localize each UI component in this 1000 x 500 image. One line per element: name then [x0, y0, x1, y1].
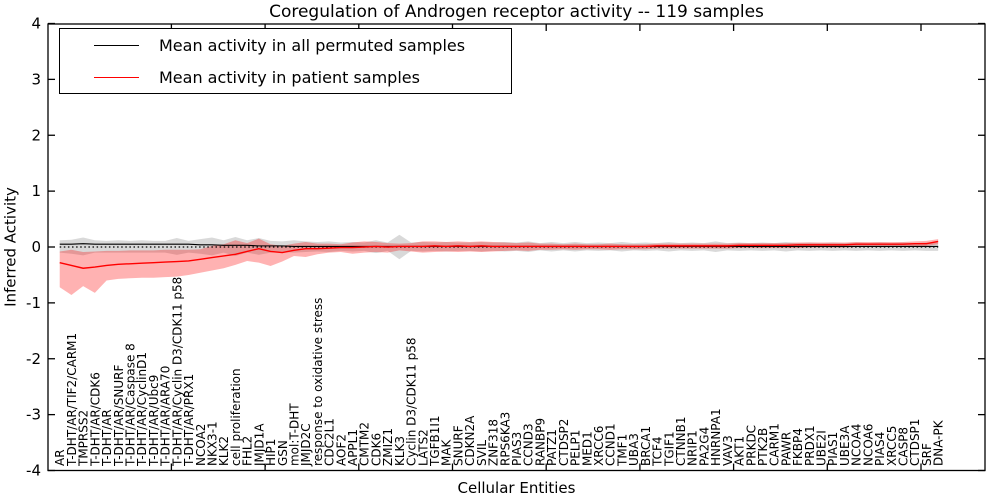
legend-label-permuted: Mean activity in all permuted samples	[159, 35, 466, 55]
x-tick-label: T-DHT/AR	[100, 409, 114, 467]
x-tick-label: PTK2B	[756, 428, 770, 466]
x-tick-label: RANBP9	[533, 418, 547, 466]
x-tick-label: JMJD2C	[299, 423, 313, 467]
y-tick-label: 3	[31, 70, 41, 88]
x-tick-label: CARM1	[768, 423, 782, 466]
x-tick-label: T-DHT/AR/TIF2/CARM1	[65, 333, 79, 467]
x-tick-label: KLK2	[217, 436, 231, 466]
x-tick-label: SVIL	[475, 440, 489, 466]
patient-mean-line	[59, 240, 939, 269]
x-tick-label: PATZ1	[545, 429, 559, 466]
x-tick-label: CCND1	[604, 423, 618, 466]
x-tick-label: AOF2	[334, 434, 348, 466]
x-tick-label: CDK6	[369, 433, 383, 466]
x-tick-label: PIAS4	[873, 432, 887, 466]
x-tick-label: APPL1	[346, 429, 360, 466]
x-tick-label: T-DHT/AR/Ubc9	[147, 375, 161, 467]
x-tick-label: NCOA4	[850, 424, 864, 466]
x-tick-label: NKX3-1	[205, 421, 219, 466]
x-tick-label: NRIP1	[686, 430, 700, 466]
y-tick-label: -1	[26, 294, 41, 312]
x-tick-label: CDC2L1	[323, 418, 337, 466]
x-tick-label: response to oxidative stress	[311, 298, 325, 466]
legend-entry-patient: Mean activity in patient samples	[60, 65, 511, 89]
x-tick-label: PA2G4	[697, 427, 711, 466]
x-tick-label: GSN	[276, 440, 290, 466]
x-tick-label: PRKDC	[744, 425, 758, 466]
x-tick-label: LATS2	[416, 429, 430, 466]
x-tick-label: CDKN2A	[463, 415, 477, 466]
x-tick-label: KLK3	[393, 436, 407, 466]
y-axis-label: Inferred Activity	[1, 187, 20, 307]
x-tick-label: PRDX1	[803, 425, 817, 466]
x-tick-label: T-DHT/AR/Cyclin D3/CDK11 p58	[170, 277, 184, 467]
x-tick-label: XRCC6	[592, 426, 606, 466]
x-tick-label: T-DHT/AR/ARA70	[159, 366, 173, 467]
x-tick-label: FKBP4	[791, 428, 805, 466]
y-tick-label: -4	[26, 462, 41, 480]
y-tick-label: 1	[31, 182, 41, 200]
x-tick-label: XRCC5	[885, 426, 899, 466]
x-tick-label: TGIF1	[662, 431, 676, 467]
x-tick-label: T-DHT/AR/Caspase 8	[123, 343, 137, 467]
x-tick-label: BRCA1	[639, 426, 653, 466]
x-tick-label: CMTM2	[358, 422, 372, 466]
x-tick-label: CCND3	[522, 423, 536, 466]
x-tick-label: PELP1	[569, 430, 583, 466]
x-tick-label: HIP1	[264, 439, 278, 466]
x-tick-label: TCF4	[651, 436, 665, 467]
x-tick-label: ZNF318	[487, 419, 501, 466]
patient-line-swatch	[94, 76, 139, 78]
x-tick-label: mol:T-DHT	[287, 403, 301, 466]
x-tick-label: AKT1	[733, 436, 747, 466]
y-tick-label: -3	[26, 406, 41, 424]
x-tick-label: ZMIZ1	[381, 428, 395, 466]
x-tick-label: T-DHT/AR/CyclinD1	[135, 352, 149, 467]
permuted-line-swatch	[94, 44, 139, 46]
x-tick-label: RPS6KA3	[498, 412, 512, 466]
x-tick-label: MAK	[440, 438, 454, 466]
x-tick-label: T-DHT/AR/CDK6	[88, 372, 102, 467]
legend-box: Mean activity in all permuted samples Me…	[59, 28, 512, 94]
x-tick-label: TMPRSS2	[77, 410, 91, 467]
x-tick-label: CASP8	[897, 427, 911, 466]
chart-title: Coregulation of Androgen receptor activi…	[269, 2, 764, 22]
x-tick-label: DNA-PK	[932, 419, 946, 466]
x-tick-label: MED1	[580, 431, 594, 466]
y-tick-label: 2	[31, 126, 41, 144]
x-tick-label: CTDSP2	[557, 419, 571, 466]
x-tick-label: NCOA2	[194, 424, 208, 466]
x-tick-label: PIAS1	[826, 432, 840, 466]
x-tick-label: T-DHT/AR/PRX1	[182, 374, 196, 467]
x-tick-label: T-DHT/AR/SNURF	[112, 365, 126, 468]
x-tick-label: SRF	[920, 443, 934, 466]
x-tick-label: Cyclin D3/CDK11 p58	[405, 337, 419, 466]
x-tick-label: CTDSP1	[908, 419, 922, 466]
x-tick-label: JMJD1A	[252, 423, 266, 467]
x-tick-label: AR	[53, 449, 67, 466]
x-tick-label: CTNNB1	[674, 416, 688, 466]
x-tick-label: SNURF	[451, 425, 465, 466]
y-tick-label: -2	[26, 350, 41, 368]
x-tick-label: TGFB1I1	[428, 415, 442, 467]
x-tick-label: HNRNPA1	[709, 408, 723, 466]
x-axis-label: Cellular Entities	[457, 479, 576, 497]
x-tick-label: PAWR	[779, 432, 793, 466]
x-tick-label: UBA3	[627, 433, 641, 466]
x-tick-label: NCOA6	[861, 424, 875, 466]
y-tick-label: 4	[31, 15, 41, 33]
x-tick-label: cell proliferation	[229, 368, 243, 466]
legend-entry-permuted: Mean activity in all permuted samples	[60, 33, 511, 57]
x-tick-label: TMF1	[615, 434, 629, 467]
y-tick-label: 0	[31, 238, 41, 256]
x-tick-label: FHL2	[241, 436, 255, 466]
legend-label-patient: Mean activity in patient samples	[159, 67, 420, 87]
x-tick-label: UBE2I	[815, 430, 829, 466]
x-tick-label: UBE3A	[838, 425, 852, 466]
x-tick-label: VAV3	[721, 435, 735, 466]
x-tick-label: PIAS3	[510, 432, 524, 466]
